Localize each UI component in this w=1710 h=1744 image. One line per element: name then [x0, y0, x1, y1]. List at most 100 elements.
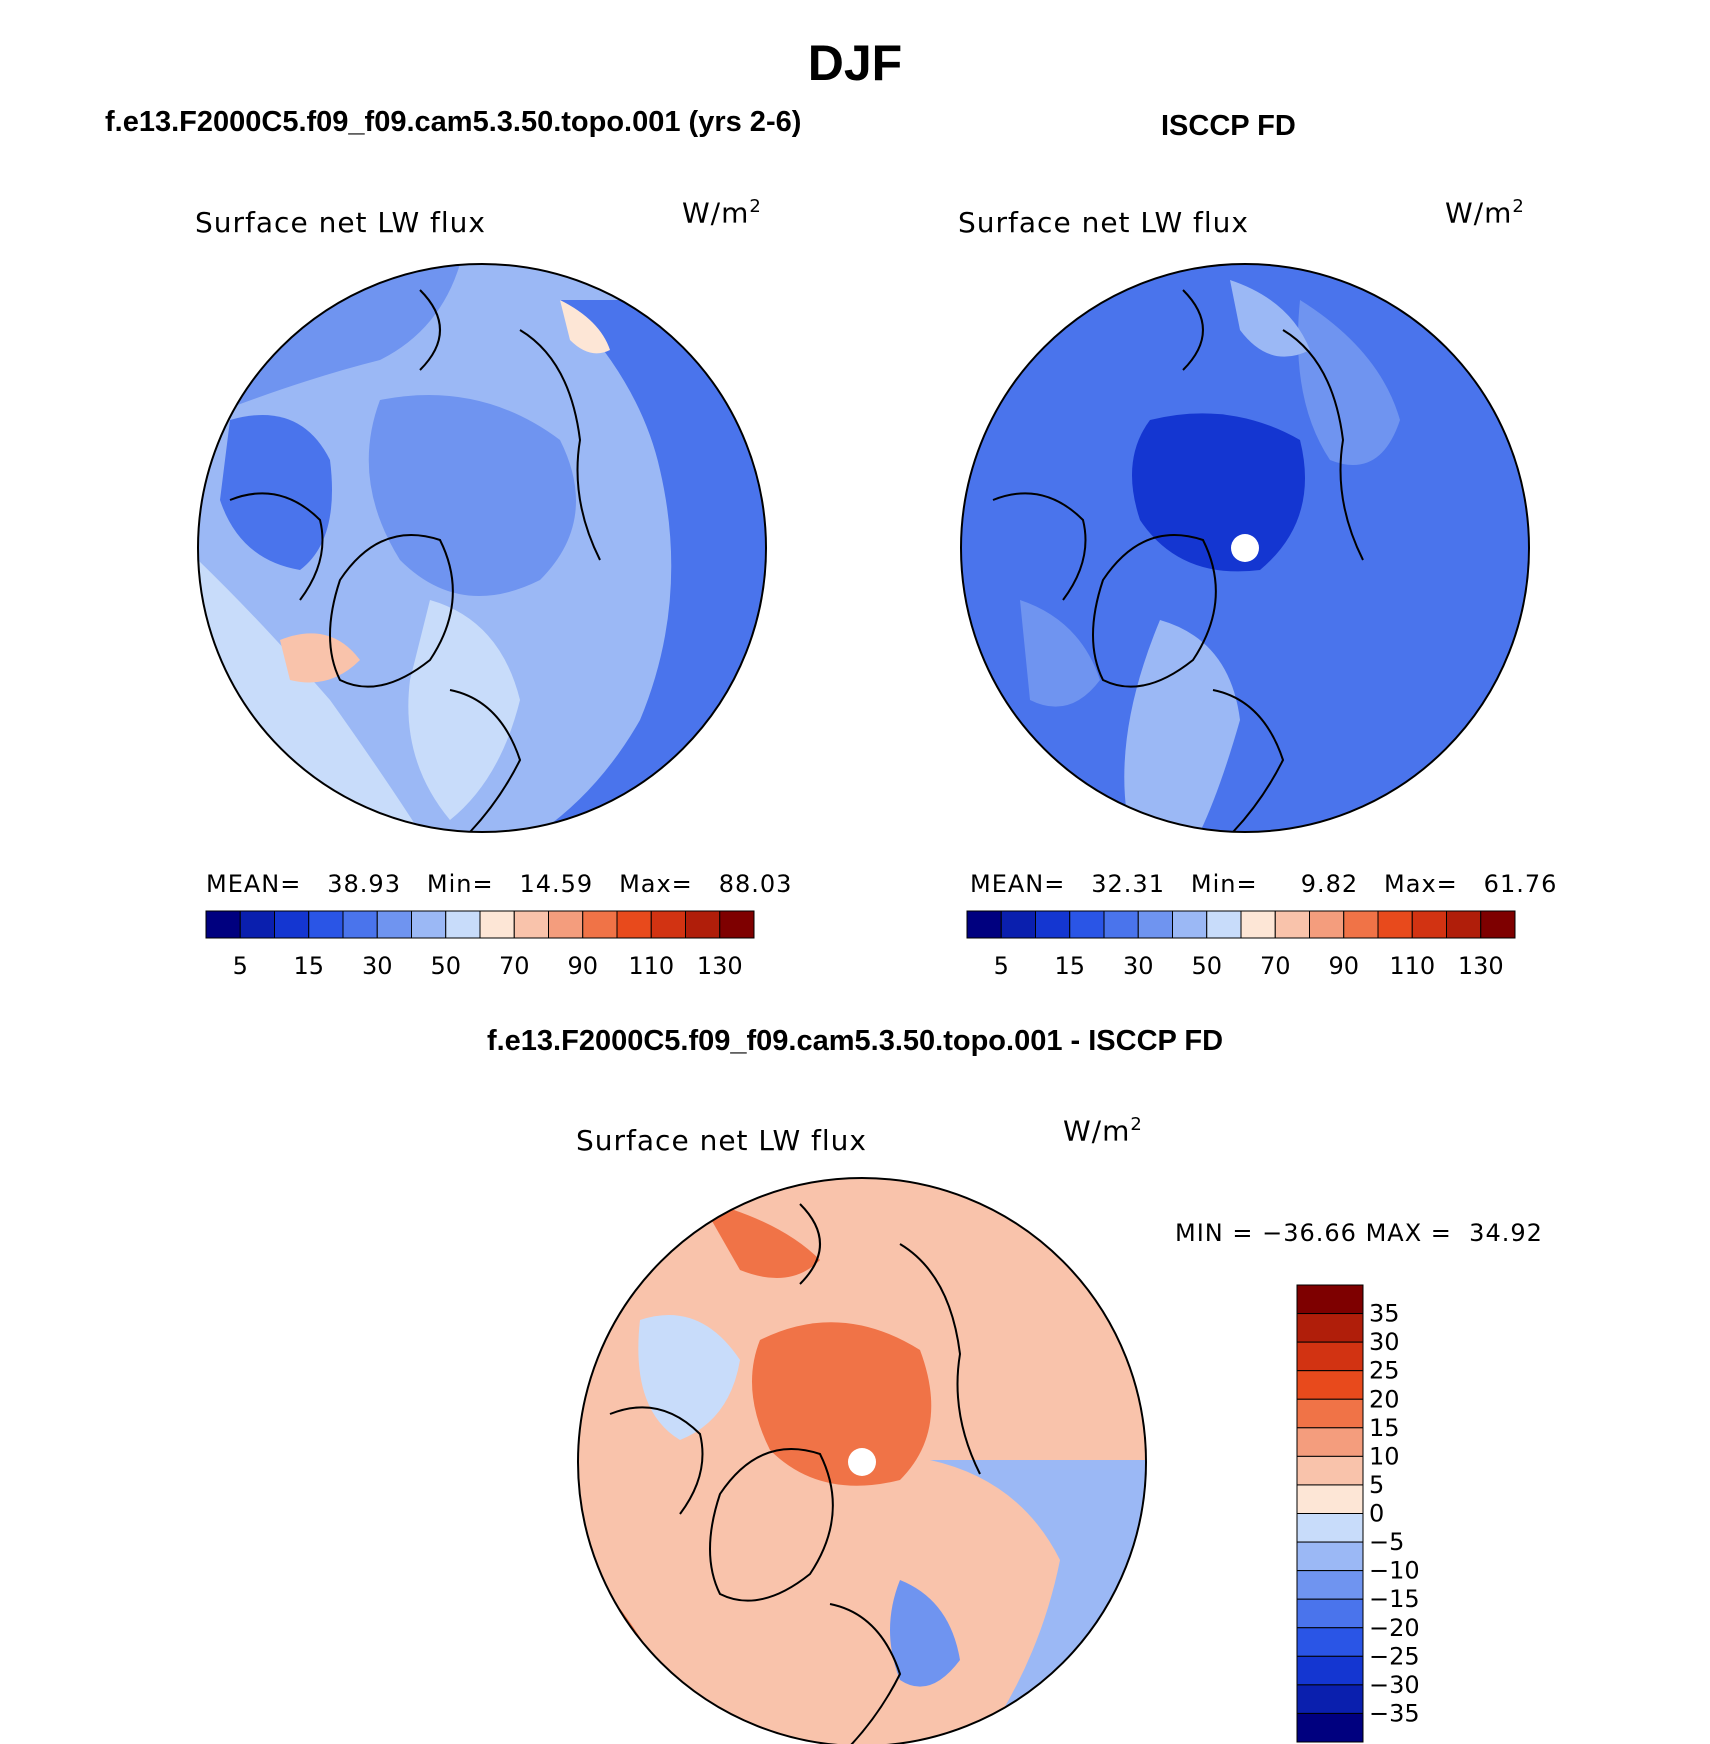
left-map-region-arctic [368, 395, 576, 596]
bottom-colorbar-box [1296, 1284, 1364, 1315]
bottom-colorbar-box [1296, 1627, 1364, 1657]
bottom-map-coastline-greenland [709, 1448, 834, 1602]
right-colorbar-box [1343, 910, 1379, 939]
right-map-region-siberia [1298, 300, 1400, 465]
left-map-border [197, 263, 767, 833]
right-map-coastline-europe [1212, 689, 1285, 833]
bottom-colorbar-tick-label: −5 [1369, 1528, 1404, 1556]
bottom-map-coastline-europe [829, 1603, 902, 1744]
bottom-colorbar-box [1296, 1513, 1364, 1543]
right-colorbar-box [1309, 910, 1345, 939]
bottom-colorbar-tick-label: −15 [1369, 1585, 1420, 1613]
right-map [960, 263, 1530, 833]
left-colorbar-box [411, 910, 447, 939]
left-colorbar-tick-label: 50 [430, 952, 461, 980]
right-colorbar-tick-label: 15 [1054, 952, 1085, 980]
right-colorbar-tick-label: 70 [1260, 952, 1291, 980]
bottom-map-region-arctic-warm [752, 1322, 932, 1486]
bottom-colorbar-tick-label: 35 [1369, 1300, 1400, 1328]
bottom-colorbar-tick-label: −25 [1369, 1642, 1420, 1670]
left-stats: MEAN= 38.93 Min= 14.59 Max= 88.03 [206, 870, 793, 898]
left-colorbar-box [719, 910, 755, 939]
right-map-region-labrador [1020, 600, 1100, 707]
right-map-coastline-siberia [1282, 329, 1364, 561]
right-colorbar-tick-label: 130 [1458, 952, 1504, 980]
left-colorbar-box [685, 910, 721, 939]
left-colorbar-tick-label: 110 [628, 952, 674, 980]
right-colorbar-box [1411, 910, 1447, 939]
left-map-coastline-siberia [519, 329, 601, 561]
bottom-map-coastline-siberia [899, 1243, 981, 1475]
left-colorbar-box [616, 910, 652, 939]
bottom-colorbar-tick-label: 5 [1369, 1471, 1384, 1499]
bottom-colorbar-box [1296, 1313, 1364, 1343]
left-map-region-warm-2 [560, 300, 610, 354]
right-colorbar-box [1274, 910, 1310, 939]
left-colorbar-box [650, 910, 686, 939]
left-colorbar-box [548, 910, 584, 939]
left-colorbar-box [239, 910, 275, 939]
bottom-map [577, 1177, 1147, 1744]
bottom-map-region-scandinavia-cool [890, 1580, 960, 1687]
left-colorbar: 5 15 30 50 70 90 110 130 [205, 910, 755, 980]
right-map-coastline-greenland [1092, 534, 1217, 688]
bottom-map-region-pacific-warm [700, 1200, 820, 1278]
right-units-label: W/m2 [1445, 196, 1525, 230]
right-variable-label: Surface net LW flux [958, 206, 1249, 239]
left-map-region-siberia [540, 300, 766, 832]
left-map [197, 263, 767, 833]
right-map-coastline-canada [992, 492, 1087, 601]
bottom-colorbar-tick-label: −35 [1369, 1699, 1420, 1727]
bottom-colorbar-box [1296, 1455, 1364, 1486]
right-colorbar-tick-label: 50 [1191, 952, 1222, 980]
left-map-coastline-europe [449, 689, 522, 833]
right-colorbar-tick-label: 110 [1389, 952, 1435, 980]
right-stats: MEAN= 32.31 Min= 9.82 Max= 61.76 [970, 870, 1558, 898]
left-colorbar-box [205, 910, 241, 939]
left-colorbar-box [445, 910, 481, 939]
left-map-coastline-greenland [329, 534, 454, 688]
bottom-colorbar-tick-label: 30 [1369, 1328, 1400, 1356]
left-map-region-scandinavia [408, 600, 520, 820]
bottom-variable-label: Surface net LW flux [576, 1124, 867, 1157]
bottom-colorbar-tick-label: 25 [1369, 1357, 1400, 1385]
right-colorbar-tick-label: 90 [1328, 952, 1359, 980]
left-colorbar-box [376, 910, 412, 939]
left-map-region-warm-1 [280, 633, 360, 683]
right-colorbar-box [1206, 910, 1242, 939]
left-colorbar-tick-label: 5 [233, 952, 248, 980]
right-colorbar-box [966, 910, 1002, 939]
bottom-colorbar-tick-label: 20 [1369, 1385, 1400, 1413]
bottom-colorbar-tick-label: −20 [1369, 1614, 1420, 1642]
right-colorbar-box [1172, 910, 1208, 939]
left-map-region-canada [220, 415, 332, 570]
left-colorbar-box [479, 910, 515, 939]
right-colorbar: 5 15 30 50 70 90 110 130 [966, 910, 1516, 980]
left-colorbar-box [308, 910, 344, 939]
right-map-coastline-alaska [1182, 289, 1204, 371]
right-map-region-arctic [1132, 413, 1305, 572]
bottom-units-label: W/m2 [1063, 1114, 1143, 1148]
left-colorbar-tick-label: 70 [499, 952, 530, 980]
bottom-colorbar-box [1296, 1484, 1364, 1514]
bottom-map-region-canada-cool [638, 1315, 740, 1440]
left-colorbar-box [274, 910, 310, 939]
bottom-panel-title: f.e13.F2000C5.f09_f09.cam5.3.50.topo.001… [486, 1025, 1224, 1057]
left-map-coastline-canada [229, 492, 324, 601]
right-colorbar-box [1035, 910, 1071, 939]
left-map-coastline-alaska [419, 289, 441, 371]
right-map-region-atlantic [1124, 620, 1240, 832]
left-colorbar-box [513, 910, 549, 939]
bottom-colorbar-tick-label: 0 [1369, 1500, 1384, 1528]
right-colorbar-box [1069, 910, 1105, 939]
bottom-colorbar-box [1296, 1541, 1364, 1572]
right-colorbar-tick-label: 30 [1123, 952, 1154, 980]
bottom-map-coastline-canada [609, 1406, 704, 1515]
right-colorbar-box [1377, 910, 1413, 939]
left-colorbar-box [342, 910, 378, 939]
right-colorbar-box [1137, 910, 1173, 939]
bottom-colorbar-box [1296, 1370, 1364, 1400]
left-colorbar-tick-label: 30 [362, 952, 393, 980]
